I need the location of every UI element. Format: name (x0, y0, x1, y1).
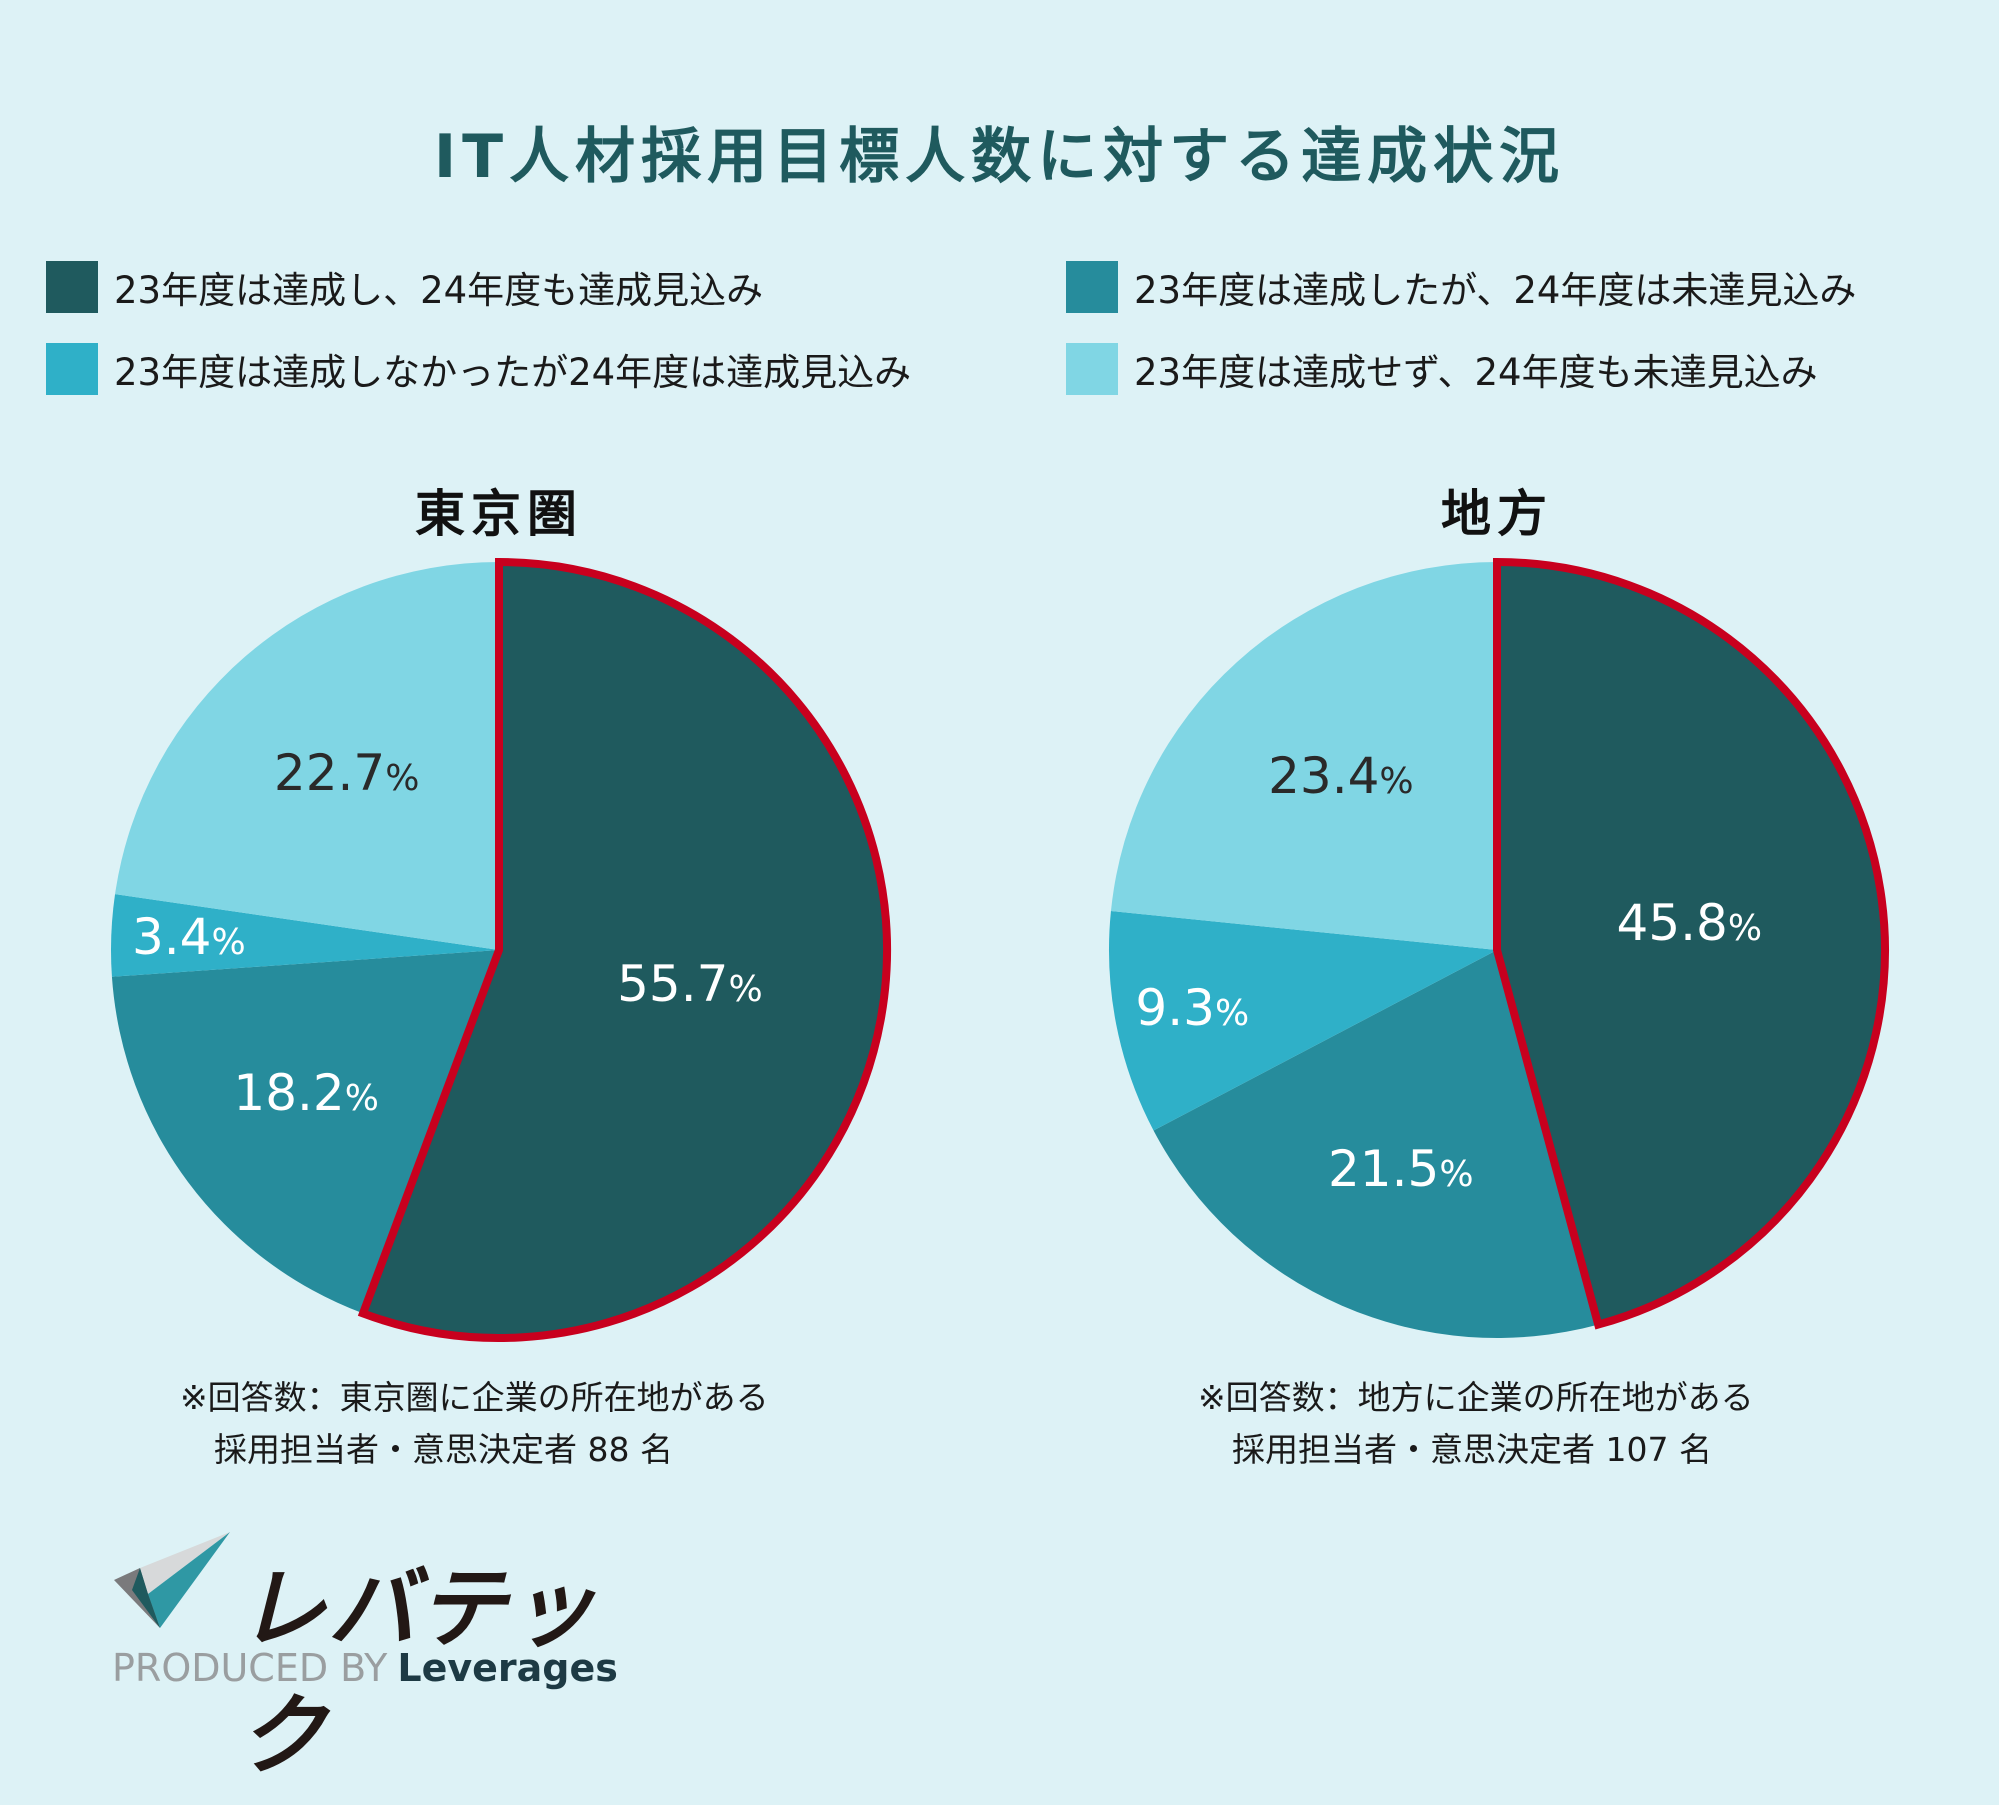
slice-value: 9.3 (1135, 979, 1215, 1038)
footnote-line2: 採用担当者・意思決定者 88 名 (214, 1430, 673, 1469)
checkmark-logo-icon (114, 1532, 230, 1628)
legend-item-achieved-both: 23年度は達成し、24年度も達成見込み (46, 260, 763, 314)
logo-wordmark: レバテック (238, 1557, 599, 1787)
legend-swatch (46, 343, 98, 395)
produced-by: PRODUCED BY Leverages (112, 1646, 618, 1690)
slice-label: 22.7% (227, 744, 467, 802)
slice-label: 21.5% (1281, 1140, 1521, 1198)
chart-title: IT人材採用目標人数に対する達成状況 (433, 122, 1566, 192)
pie-regional (1108, 557, 1889, 1338)
legend-item-not23-achieved24: 23年度は達成しなかったが24年度は達成見込み (46, 342, 911, 396)
levtech-logo: レバテック PRODUCED BY Leverages (112, 1528, 618, 1787)
pie-slice (115, 562, 499, 950)
legend-label: 23年度は達成しなかったが24年度は達成見込み (114, 351, 912, 394)
slice-value: 18.2 (233, 1063, 345, 1122)
slice-value: 55.7 (617, 954, 729, 1013)
percent-sign: % (385, 757, 420, 799)
pie-slice (111, 894, 500, 977)
percent-sign: % (1439, 1154, 1474, 1196)
slice-value: 45.8 (1616, 894, 1728, 953)
pie-tokyo (111, 557, 891, 1342)
pie-slice (362, 562, 888, 1338)
legend-item-not-both: 23年度は達成せず、24年度も未達見込み (1066, 342, 1818, 396)
slice-label: 23.4% (1221, 747, 1461, 805)
footnote-regional: ※回答数：地方に企業の所在地がある 採用担当者・意思決定者 107 名 (1198, 1372, 1754, 1476)
slice-value: 23.4 (1268, 747, 1380, 806)
legend-swatch (46, 261, 98, 313)
slice-value: 21.5 (1327, 1140, 1440, 1199)
pie-slice (1153, 950, 1599, 1338)
legend-swatch (1066, 261, 1118, 313)
pie-slice (1497, 562, 1886, 1325)
legend-label: 23年度は達成せず、24年度も未達見込み (1134, 351, 1818, 394)
slice-label: 45.8% (1569, 894, 1809, 952)
pie-slice (1108, 911, 1497, 1131)
company-name: Leverages (397, 1646, 618, 1690)
legend-label: 23年度は達成したが、24年度は未達見込み (1134, 269, 1857, 312)
slice-label: 3.4% (69, 908, 309, 966)
highlight-border (357, 557, 891, 1342)
footnote-tokyo: ※回答数：東京圏に企業の所在地がある 採用担当者・意思決定者 88 名 (180, 1372, 769, 1476)
pie-slice (1110, 562, 1497, 950)
slice-label: 9.3% (1072, 979, 1312, 1037)
pie-title-regional: 地方 (1441, 485, 1553, 543)
legend-item-achieved23-not24: 23年度は達成したが、24年度は未達見込み (1066, 260, 1856, 314)
footnote-line2: 採用担当者・意思決定者 107 名 (1232, 1430, 1712, 1469)
percent-sign: % (211, 922, 246, 964)
pie-slice (111, 950, 500, 1314)
highlight-border (1493, 557, 1889, 1330)
percent-sign: % (1379, 761, 1414, 803)
pie-title-tokyo: 東京圏 (415, 485, 583, 543)
percent-sign: % (344, 1077, 379, 1119)
slice-label: 18.2% (186, 1064, 426, 1122)
produced-by-label: PRODUCED BY (112, 1646, 388, 1690)
slice-value: 22.7 (273, 743, 386, 802)
legend-label: 23年度は達成し、24年度も達成見込み (114, 269, 764, 312)
legend-swatch (1066, 343, 1118, 395)
slice-label: 55.7% (570, 955, 810, 1013)
slice-value: 3.4 (131, 908, 212, 967)
percent-sign: % (728, 968, 763, 1010)
footnote-line1: ※回答数：地方に企業の所在地がある (1198, 1378, 1754, 1417)
footnote-line1: ※回答数：東京圏に企業の所在地がある (180, 1378, 769, 1417)
percent-sign: % (1727, 908, 1763, 950)
percent-sign: % (1214, 993, 1250, 1035)
